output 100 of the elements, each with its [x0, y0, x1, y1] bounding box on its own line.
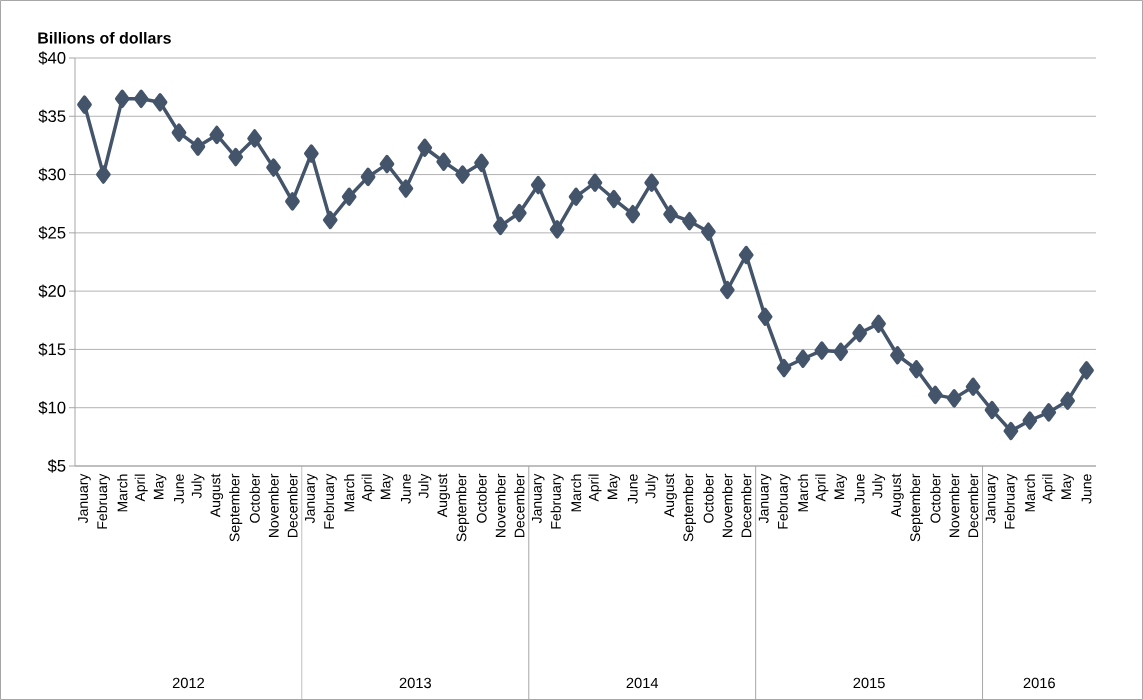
y-tick-label: $15 — [38, 342, 66, 357]
point — [852, 323, 868, 343]
x-tick-label: November — [722, 473, 733, 538]
point — [644, 173, 660, 192]
x-tick-label: August — [437, 473, 450, 518]
point — [96, 165, 111, 184]
point — [757, 307, 773, 327]
y-tick-label: $20 — [38, 284, 66, 298]
point — [360, 167, 376, 187]
x-tick-label: May — [1061, 473, 1074, 499]
point — [530, 175, 546, 195]
x-tick-label: November — [268, 473, 279, 538]
x-tick-label: July — [645, 473, 659, 499]
x-tick-label: June — [854, 474, 865, 504]
y-tick-label: $40 — [38, 51, 66, 65]
point — [474, 153, 489, 173]
y-tick-label: $30 — [38, 167, 66, 182]
x-tick-label: May — [153, 473, 167, 499]
y-axis-title: Billions of dollars — [38, 31, 171, 44]
point — [379, 154, 395, 174]
x-tick-label: March — [797, 474, 809, 512]
point — [511, 203, 527, 223]
point — [247, 129, 262, 148]
x-tick-label: September — [682, 473, 697, 542]
x-tick-label: December — [741, 473, 752, 538]
point — [795, 349, 811, 368]
point — [701, 222, 716, 241]
point — [606, 189, 622, 209]
x-tick-label: December — [287, 473, 298, 538]
point — [1003, 421, 1019, 441]
text: 2015 — [853, 677, 885, 689]
x-tick-label: January — [758, 473, 772, 524]
x-tick-label: November — [949, 473, 960, 538]
x-tick-label: February — [550, 473, 564, 529]
x-tick-label: August — [891, 473, 904, 518]
point — [946, 389, 962, 408]
y-tick-label: $10 — [38, 400, 66, 415]
x-tick-label: April — [1042, 474, 1056, 502]
point — [436, 152, 452, 171]
point — [890, 346, 905, 365]
point — [719, 280, 735, 300]
point — [1079, 361, 1094, 380]
x-tick-label: February — [777, 473, 791, 529]
x-tick-label: May — [607, 473, 621, 499]
text: 2016 — [1023, 677, 1055, 689]
x-tick-label: December — [514, 473, 525, 538]
x-tick-label: September — [229, 473, 243, 542]
x-tick-label: March — [1024, 474, 1035, 512]
x-tick-label: January — [531, 473, 545, 524]
point — [814, 341, 830, 360]
x-tick-label: July — [418, 473, 432, 499]
x-tick-label: April — [815, 474, 829, 502]
point — [228, 147, 244, 167]
point — [738, 245, 754, 265]
point — [114, 89, 130, 109]
x-tick-label: April — [134, 474, 148, 502]
x-tick-label: October — [249, 473, 260, 523]
point — [663, 204, 678, 224]
x-tick-label: June — [174, 474, 184, 504]
x-tick-label: March — [117, 474, 128, 512]
point — [285, 192, 300, 211]
x-tick-label: October — [476, 473, 487, 523]
point — [1022, 411, 1038, 430]
point — [417, 138, 433, 157]
text: 2012 — [172, 677, 205, 689]
x-tick-label: December — [967, 473, 979, 538]
point — [493, 216, 508, 236]
point — [682, 211, 697, 231]
point — [965, 377, 981, 396]
x-tick-label: March — [570, 474, 582, 512]
point — [776, 358, 792, 378]
x-tick-label: May — [834, 473, 848, 499]
x-tick-label: October — [703, 473, 714, 523]
point — [1041, 403, 1057, 422]
x-tick-label: June — [1081, 474, 1092, 504]
x-tick-label: May — [380, 473, 394, 499]
x-tick-label: January — [305, 473, 318, 524]
point — [549, 220, 565, 239]
x-tick-label: August — [664, 473, 677, 518]
point — [568, 187, 584, 206]
x-tick-label: July — [872, 473, 886, 499]
point — [927, 385, 943, 405]
y-tick-label: $5 — [47, 459, 66, 473]
point — [190, 137, 206, 156]
point — [871, 314, 886, 334]
point — [341, 187, 357, 206]
point — [266, 158, 281, 177]
x-tick-label: October — [930, 473, 941, 523]
x-tick-label: January — [78, 473, 91, 524]
point — [984, 400, 1000, 420]
point — [171, 123, 187, 142]
x-tick-label: February — [1004, 473, 1018, 529]
point — [833, 342, 849, 361]
x-tick-label: April — [361, 474, 375, 502]
x-tick-label: February — [96, 473, 110, 529]
point — [77, 95, 92, 114]
x-tick-label: July — [191, 473, 205, 499]
point — [1060, 391, 1075, 410]
x-tick-label: June — [401, 474, 411, 504]
y-tick-label: $25 — [38, 226, 66, 240]
